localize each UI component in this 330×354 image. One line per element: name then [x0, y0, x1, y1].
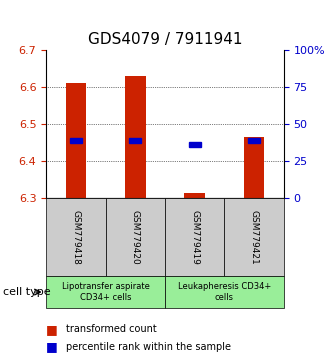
Text: GSM779420: GSM779420 [131, 210, 140, 264]
Title: GDS4079 / 7911941: GDS4079 / 7911941 [88, 32, 242, 47]
Text: ■: ■ [46, 341, 58, 353]
FancyBboxPatch shape [70, 138, 82, 143]
Text: GSM779418: GSM779418 [71, 210, 81, 265]
Text: GSM779421: GSM779421 [249, 210, 259, 264]
Bar [244, 137, 265, 198]
Text: cell type: cell type [3, 287, 51, 297]
Text: Leukapheresis CD34+
cells: Leukapheresis CD34+ cells [178, 282, 271, 302]
Text: ■: ■ [46, 323, 58, 336]
FancyBboxPatch shape [248, 138, 260, 143]
Text: transformed count: transformed count [66, 324, 157, 334]
Text: Lipotransfer aspirate
CD34+ cells: Lipotransfer aspirate CD34+ cells [62, 282, 149, 302]
FancyBboxPatch shape [189, 142, 201, 147]
Text: GSM779419: GSM779419 [190, 210, 199, 265]
FancyBboxPatch shape [129, 138, 141, 143]
Text: percentile rank within the sample: percentile rank within the sample [66, 342, 231, 352]
Bar [125, 75, 146, 198]
Bar [66, 83, 86, 198]
Bar [184, 193, 205, 198]
